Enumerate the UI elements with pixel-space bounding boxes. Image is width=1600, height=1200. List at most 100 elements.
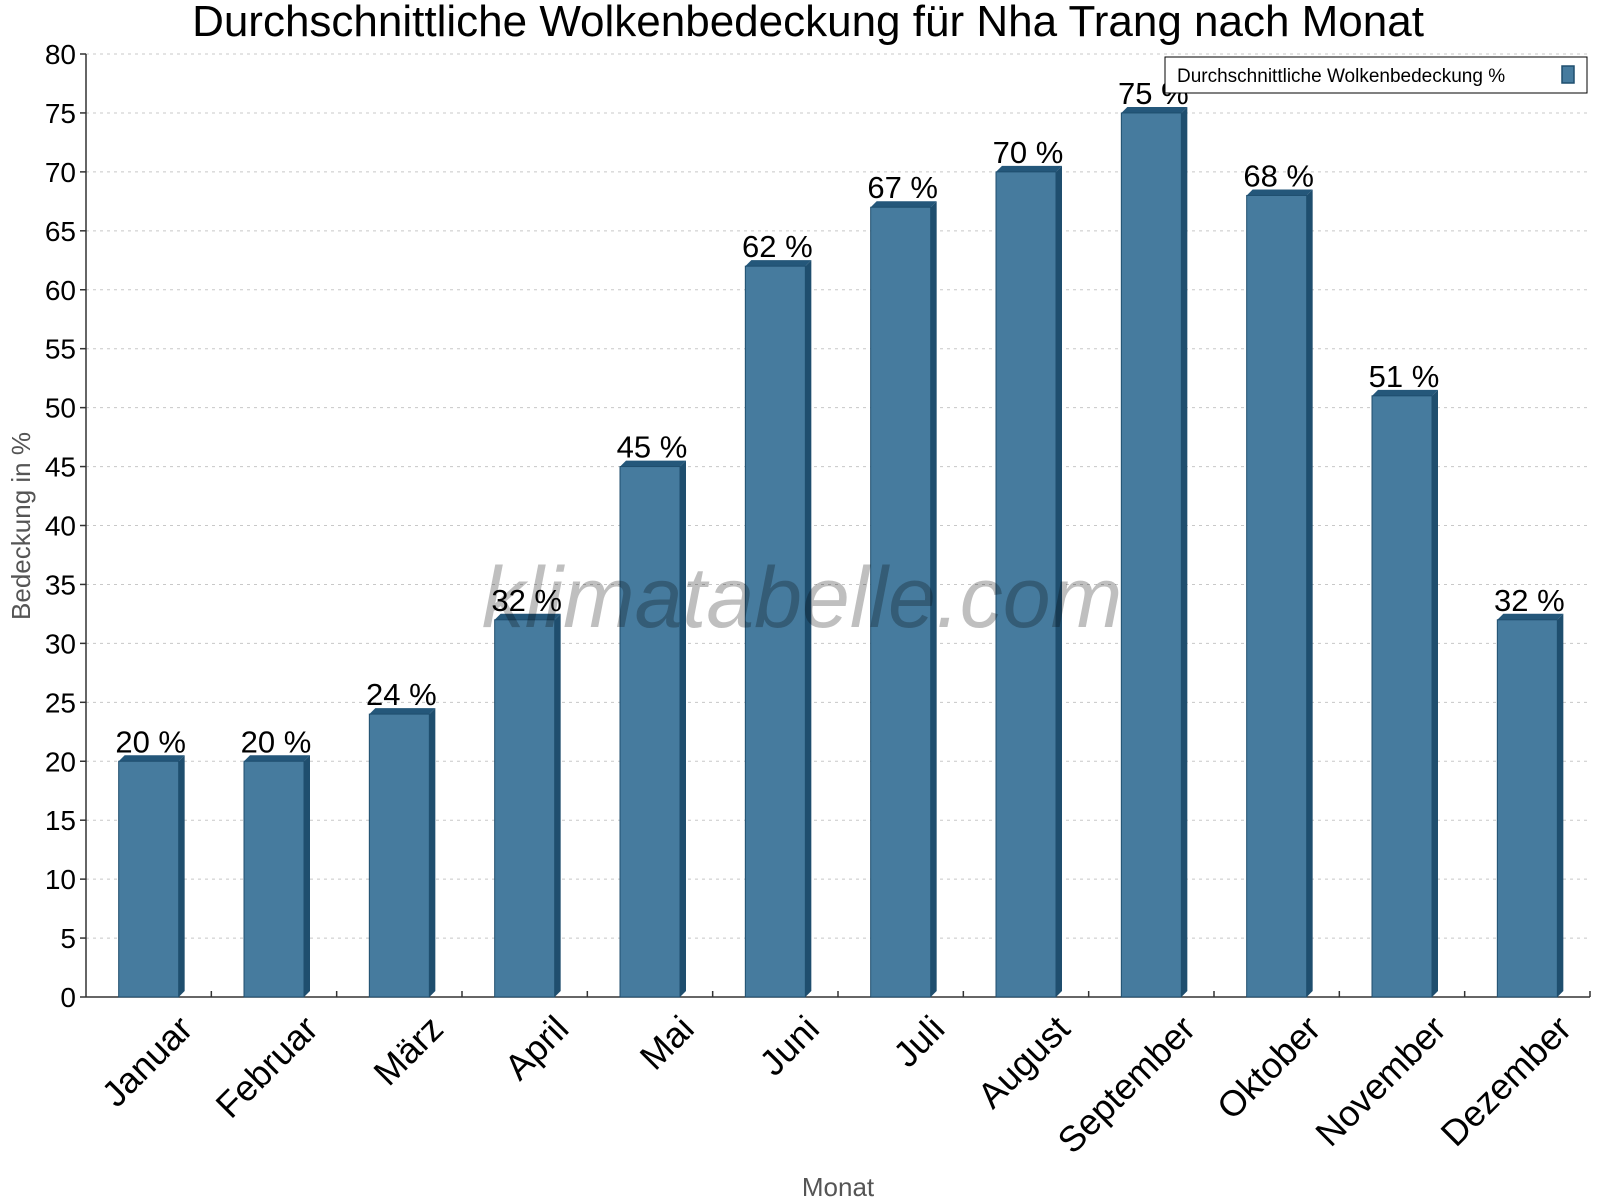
x-tick-label: Mai xyxy=(632,1008,702,1078)
y-tick-label: 70 xyxy=(45,157,76,188)
bar-top xyxy=(118,755,185,762)
legend-label: Durchschnittliche Wolkenbedeckung % xyxy=(1177,66,1505,87)
x-tick-label: Dezember xyxy=(1433,1008,1579,1154)
bar-side xyxy=(1557,613,1564,997)
bar-side xyxy=(1432,389,1438,997)
bar xyxy=(368,713,430,998)
bar-top xyxy=(620,460,686,467)
y-tick-label: 80 xyxy=(45,39,76,70)
bar-value-label: 20 % xyxy=(241,724,312,759)
bar xyxy=(118,760,180,998)
x-tick-label: November xyxy=(1307,1008,1453,1154)
bar-top xyxy=(1246,189,1313,196)
bar-top xyxy=(745,260,812,267)
bar-top xyxy=(870,201,937,208)
bar-group: 20 % xyxy=(115,724,186,998)
bar xyxy=(494,619,556,998)
bar-top xyxy=(369,708,436,715)
bar-group: 32 % xyxy=(1494,583,1565,998)
x-tick-label: April xyxy=(496,1008,576,1088)
bar-side xyxy=(178,755,185,997)
y-tick-label: 15 xyxy=(45,805,76,836)
bar-group: 32 % xyxy=(491,583,562,998)
bar-side xyxy=(1306,189,1313,997)
x-tick-label: Juli xyxy=(885,1008,952,1075)
legend-box xyxy=(1164,56,1588,94)
bar-side xyxy=(304,755,310,997)
x-axis-ticks: Januar Februar März April Mai Juni Juli AugustS… xyxy=(93,991,1579,1161)
bar-top xyxy=(996,165,1062,172)
y-tick-label: 5 xyxy=(60,923,76,954)
bar-side xyxy=(1056,165,1062,997)
chart-title: Durchschnittliche Wolkenbedeckung für Nh… xyxy=(192,0,1424,46)
bar-value-label: 70 % xyxy=(993,135,1064,170)
bar xyxy=(1246,194,1308,998)
y-tick-label: 55 xyxy=(45,334,76,365)
y-tick-label: 35 xyxy=(45,569,76,600)
y-tick-label: 30 xyxy=(45,628,76,659)
bar-value-label: 20 % xyxy=(115,724,186,759)
x-tick-label: Februar xyxy=(208,1008,326,1126)
x-tick-label: Januar xyxy=(93,1008,200,1115)
x-tick-label: August xyxy=(969,1008,1077,1116)
x-tick-label: Juni xyxy=(751,1008,827,1084)
bar-group: 20 % xyxy=(241,724,312,998)
y-tick-label: 75 xyxy=(45,98,76,129)
gridlines xyxy=(86,53,1590,939)
x-tick-label: September xyxy=(1049,1008,1203,1162)
x-tick-label: März xyxy=(365,1008,451,1094)
bar-value-label: 51 % xyxy=(1369,359,1440,394)
y-tick-label: 25 xyxy=(45,687,76,718)
y-tick-label: 40 xyxy=(45,511,76,542)
y-tick-label: 60 xyxy=(45,275,76,306)
y-tick-label: 50 xyxy=(45,393,76,424)
y-axis-ticks: 0 5 10 15 20 25 30 35 40 45 50 55 60 65 70 75 80 xyxy=(45,39,86,1013)
bar-value-label: 32 % xyxy=(491,583,562,618)
y-tick-label: 45 xyxy=(45,452,76,483)
bar-value-label: 68 % xyxy=(1243,158,1314,193)
bar-group: 70 % xyxy=(993,135,1064,998)
bar xyxy=(1371,395,1433,998)
bar-value-label: 62 % xyxy=(742,229,813,264)
y-tick-label: 20 xyxy=(45,746,76,777)
bar-top xyxy=(1497,613,1564,620)
bar-top xyxy=(244,755,310,762)
y-axis-label: Bedeckung in % xyxy=(6,432,36,620)
bar xyxy=(1120,112,1182,998)
bar-side xyxy=(930,201,937,998)
watermark: klimatabelle.com xyxy=(482,550,1122,646)
bar-top xyxy=(494,613,561,620)
x-tick-label: Oktober xyxy=(1209,1008,1329,1128)
bars: 20 % 20 % 24 % 32 % 45 % 62 % 67 % 70 % 75 % 68 %… xyxy=(115,76,1565,998)
bar-side xyxy=(554,613,561,997)
bar xyxy=(243,760,305,998)
bar-value-label: 67 % xyxy=(867,170,938,205)
bar-side xyxy=(429,708,436,997)
bar-group: 24 % xyxy=(366,677,437,998)
x-axis-label: Monat xyxy=(802,1172,875,1200)
legend-swatch xyxy=(1561,65,1575,84)
bar xyxy=(619,466,681,998)
bar-top xyxy=(1121,106,1188,113)
bar-value-label: 32 % xyxy=(1494,583,1565,618)
bar xyxy=(744,265,806,998)
bar-top xyxy=(1372,389,1438,396)
y-tick-label: 0 xyxy=(60,982,76,1013)
bar-group: 45 % xyxy=(617,430,688,998)
bar-side xyxy=(805,260,812,997)
bar-side xyxy=(1181,106,1188,997)
bar-side xyxy=(680,460,686,997)
bar-group: 62 % xyxy=(742,229,813,998)
bar-group: 51 % xyxy=(1369,359,1440,998)
y-tick-label: 65 xyxy=(45,216,76,247)
bar xyxy=(1496,619,1558,998)
bar-value-label: 24 % xyxy=(366,677,437,712)
bar xyxy=(995,171,1057,998)
bar xyxy=(870,206,932,998)
bar-group: 68 % xyxy=(1243,158,1314,998)
bar-value-label: 45 % xyxy=(617,430,688,465)
y-tick-label: 10 xyxy=(45,864,76,895)
bar-group: 75 % xyxy=(1118,76,1189,998)
bar-group: 67 % xyxy=(867,170,938,998)
